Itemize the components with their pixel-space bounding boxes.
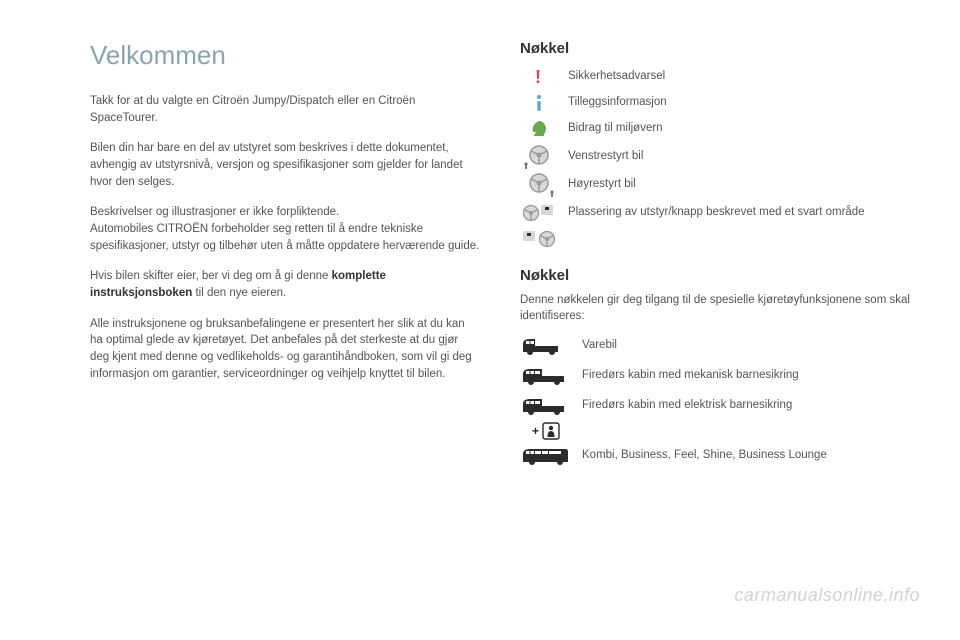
steering-right-icon	[520, 173, 558, 197]
key-label: Høyrestyrt bil	[568, 173, 636, 193]
intro-para-5: Alle instruksjonene og bruksanbefalingen…	[90, 316, 480, 383]
key-label: Plassering av utstyr/knapp beskrevet med…	[568, 201, 865, 221]
van-crew-elec-icon	[520, 394, 572, 420]
veh-label: Varebil	[582, 334, 617, 354]
van-short-icon	[520, 334, 572, 360]
intro-para-1: Takk for at du valgte en Citroën Jumpy/D…	[90, 93, 480, 126]
vehicle-key-list: Varebil Firedørs kabin med mekanisk barn…	[520, 334, 910, 470]
key-row-location-1: Plassering av utstyr/knapp beskrevet med…	[520, 201, 910, 225]
key-row-location-2	[520, 227, 910, 251]
intro-para-4: Hvis bilen skifter eier, ber vi deg om å…	[90, 268, 480, 301]
key-row-warning: ! Sikkerhetsadvarsel	[520, 65, 910, 89]
veh-label: Kombi, Business, Feel, Shine, Business L…	[582, 444, 827, 464]
key-label: Bidrag til miljøvern	[568, 117, 663, 137]
van-crew-icon	[520, 364, 572, 390]
veh-row-van: Varebil	[520, 334, 910, 360]
watermark-text: carmanualsonline.info	[734, 585, 920, 606]
veh-label: Firedørs kabin med mekanisk barnesikring	[582, 364, 799, 384]
key-label: Tilleggsinformasjon	[568, 91, 667, 111]
left-column: Velkommen Takk for at du valgte en Citro…	[90, 40, 480, 486]
exclaim-icon: !	[520, 65, 558, 89]
key-heading-1: Nøkkel	[520, 40, 910, 57]
key-row-eco: Bidrag til miljøvern	[520, 117, 910, 141]
intro-para-2: Bilen din har bare en del av utstyret so…	[90, 140, 480, 190]
intro-para-3: Beskrivelser og illustrasjoner er ikke f…	[90, 204, 480, 254]
symbol-key-list: ! Sikkerhetsadvarsel Tilleggsinformasjon	[520, 65, 910, 251]
plus-childlock-icon: +	[520, 422, 910, 440]
steering-marker-icon	[520, 201, 558, 225]
key-label: Venstrestyrt bil	[568, 145, 643, 165]
key-row-rhd: Høyrestyrt bil	[520, 173, 910, 197]
steering-left-icon	[520, 145, 558, 169]
veh-row-crew-elec: Firedørs kabin med elektrisk barnesikrin…	[520, 394, 910, 420]
key-label: Sikkerhetsadvarsel	[568, 65, 665, 85]
key-row-lhd: Venstrestyrt bil	[520, 145, 910, 169]
veh-row-kombi: Kombi, Business, Feel, Shine, Business L…	[520, 444, 910, 470]
page-title: Velkommen	[90, 40, 480, 71]
veh-label: Firedørs kabin med elektrisk barnesikrin…	[582, 394, 792, 414]
svg-text:!: !	[535, 67, 541, 87]
key-heading-2: Nøkkel	[520, 267, 910, 284]
leaf-icon	[520, 117, 558, 141]
key2-desc: Denne nøkkelen gir deg tilgang til de sp…	[520, 292, 910, 324]
right-column: Nøkkel ! Sikkerhetsadvarsel Tilleggsinfo…	[520, 40, 910, 486]
steering-marker-2-icon	[520, 227, 558, 251]
key-row-info: Tilleggsinformasjon	[520, 91, 910, 115]
van-long-icon	[520, 444, 572, 470]
veh-row-crew-mech: Firedørs kabin med mekanisk barnesikring	[520, 364, 910, 390]
info-icon	[520, 91, 558, 115]
